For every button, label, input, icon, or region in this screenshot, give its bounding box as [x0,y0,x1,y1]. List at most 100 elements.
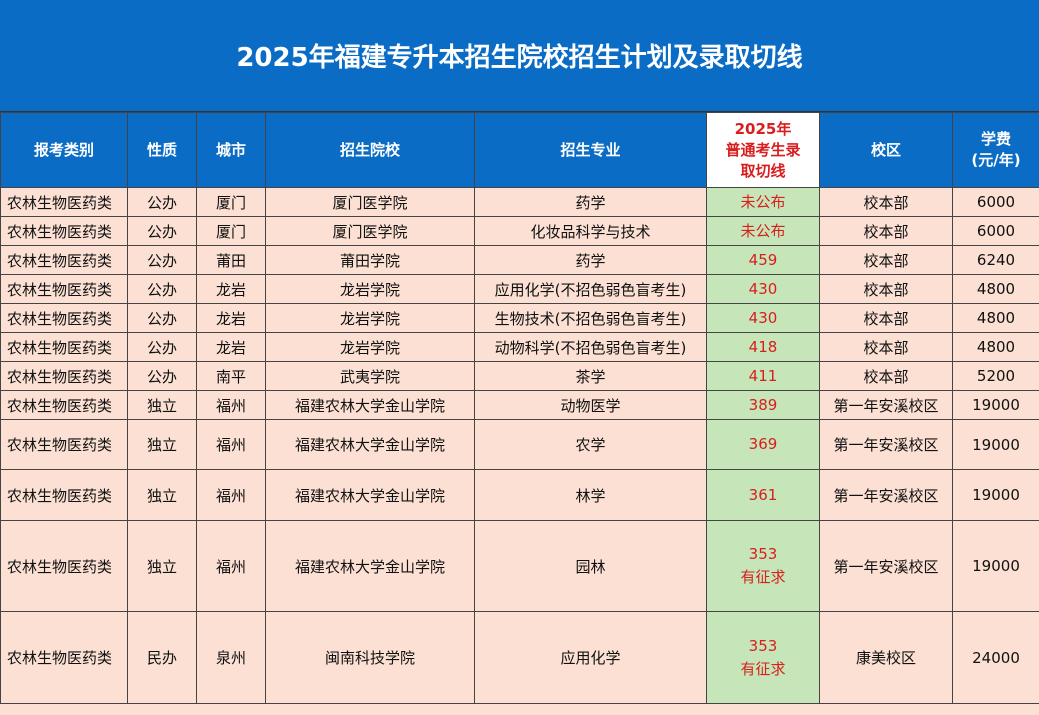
table-cell: 24000 [952,611,1039,704]
table-cell: 4800 [952,303,1039,333]
table-cell: 独立 [127,419,197,470]
table-cell: 农林生物医药类 [0,520,128,612]
table-cell: 茶学 [474,361,707,391]
table-cell: 武夷学院 [265,361,475,391]
table-cell: 校本部 [819,245,953,275]
table-cell: 龙岩 [196,274,266,304]
table-cell: 应用化学(不招色弱色盲考生) [474,274,707,304]
table-cell: 校本部 [819,361,953,391]
table-cell: 5200 [952,361,1039,391]
table-cell: 厦门医学院 [265,216,475,246]
table-row: 农林生物医药类 独立 福州 福建农林大学金山学院 动物医学 389 第一年安溪校区 19000 [0,390,1039,420]
table-cell: 农林生物医药类 [0,611,128,704]
table-cell: 独立 [127,390,197,420]
table-cell: 厦门 [196,216,266,246]
table-row: 农林生物医药类 独立 福州 福建农林大学金山学院 农学 369 第一年安溪校区 19000 [0,419,1039,470]
table-cell: 353 有征求 [706,520,820,612]
table-row: 农林生物医药类 公办 厦门 厦门医学院 药学 未公布 校本部 6000 [0,187,1039,217]
table-cell: 莆田 [196,245,266,275]
table-cell: 公办 [127,303,197,333]
cell-line: 普通考生录 [725,140,801,159]
table-cell: 农林生物医药类 [0,390,128,420]
table-cell: 公办 [127,216,197,246]
table-row: 农林生物医药类 独立 福州 福建农林大学金山学院 林学 361 第一年安溪校区 19000 [0,469,1039,521]
table-cell: 未公布 [706,216,820,246]
table-cell: 农林生物医药类 [0,274,128,304]
table-cell: 动物医学 [474,390,707,420]
table-cell: 校本部 [819,332,953,362]
table-cell: 福建农林大学金山学院 [265,469,475,521]
table-cell: 闽南科技学院 [265,611,475,704]
table-cell: 药学 [474,245,707,275]
table-cell: 厦门 [196,187,266,217]
cell-line: 353 [748,545,778,563]
table-cell: 应用化学 [474,611,707,704]
table-cell: 独立 [127,469,197,521]
table-cell: 福州 [196,390,266,420]
table-cell: 福建农林大学金山学院 [265,390,475,420]
table-cell: 公办 [127,245,197,275]
table-cell: 459 [706,245,820,275]
table-cell: 龙岩学院 [265,303,475,333]
table-cell: 第一年安溪校区 [819,390,953,420]
table-cell: 校本部 [819,187,953,217]
table-cell: 第一年安溪校区 [819,419,953,470]
table-cell: 430 [706,303,820,333]
table-cell: 6000 [952,216,1039,246]
table-cell: 生物技术(不招色弱色盲考生) [474,303,707,333]
table-cell: 389 [706,390,820,420]
table-row: 农林生物医药类 独立 福州 福建农林大学金山学院 园林 353 有征求 第一年安溪校区 1900… [0,520,1039,612]
table-cell: 353 有征求 [706,611,820,704]
column-header: 校区 [819,112,953,188]
table-row: 农林生物医药类 公办 厦门 厦门医学院 化妆品科学与技术 未公布 校本部 6000 [0,216,1039,246]
page-title: 2025年福建专升本招生院校招生计划及录取切线 [0,0,1039,112]
table-cell: 公办 [127,361,197,391]
table-cell: 福州 [196,520,266,612]
column-header: 学费 (元/年) [952,112,1039,188]
table-cell: 龙岩学院 [265,332,475,362]
table-cell: 厦门医学院 [265,187,475,217]
table-cell: 南平 [196,361,266,391]
column-header: 城市 [196,112,266,188]
table-cell: 361 [706,469,820,521]
table-cell: 4800 [952,274,1039,304]
table-cell: 未公布 [706,187,820,217]
table-cell: 农林生物医药类 [0,419,128,470]
header-row: 报考类别 性质 城市 招生院校 招生专业 2025年 普通考生录 取切线 校区 学费 (元/年) [0,112,1039,188]
table-cell: 泉州 [196,611,266,704]
table-cell: 公办 [127,332,197,362]
table-cell: 19000 [952,390,1039,420]
table-cell: 龙岩 [196,332,266,362]
cell-line: (元/年) [971,151,1021,169]
table-cell: 校本部 [819,216,953,246]
table-cell: 龙岩学院 [265,274,475,304]
table-cell: 19000 [952,419,1039,470]
table-cell: 6240 [952,245,1039,275]
table-cell: 公办 [127,187,197,217]
cell-line: 353 [748,636,778,655]
table-cell: 农林生物医药类 [0,361,128,391]
table-cell: 化妆品科学与技术 [474,216,707,246]
table-row: 农林生物医药类 公办 龙岩 龙岩学院 生物技术(不招色弱色盲考生) 430 校本部 4800 [0,303,1039,333]
table-cell: 园林 [474,520,707,612]
table-cell: 19000 [952,469,1039,521]
column-header: 2025年 普通考生录 取切线 [706,112,820,188]
table-cell: 公办 [127,274,197,304]
cell-line: 取切线 [740,161,786,180]
cell-line: 有征求 [740,659,786,678]
table-cell: 独立 [127,520,197,612]
table-cell: 农学 [474,419,707,470]
table-cell: 农林生物医药类 [0,216,128,246]
table-cell: 19000 [952,520,1039,612]
table-cell: 430 [706,274,820,304]
table-cell: 康美校区 [819,611,953,704]
cell-line: 有征求 [740,568,786,586]
table-cell: 第一年安溪校区 [819,520,953,612]
cell-line: 学费 [980,130,1011,148]
table-cell: 第一年安溪校区 [819,469,953,521]
table-cell: 林学 [474,469,707,521]
table-row: 农林生物医药类 公办 龙岩 龙岩学院 动物科学(不招色弱色盲考生) 418 校本部 4800 [0,332,1039,362]
column-header: 性质 [127,112,197,188]
table-cell: 411 [706,361,820,391]
table-row: 农林生物医药类 公办 龙岩 龙岩学院 应用化学(不招色弱色盲考生) 430 校本部 4800 [0,274,1039,304]
